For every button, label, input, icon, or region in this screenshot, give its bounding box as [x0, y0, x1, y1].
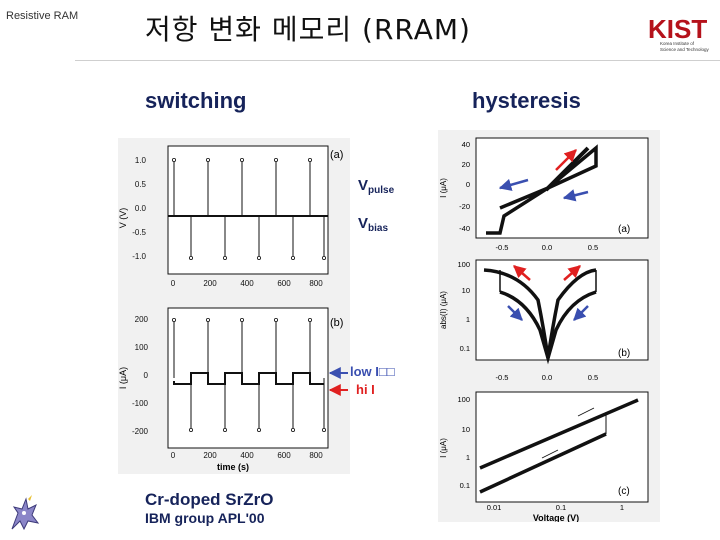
- panel-b-ytick: -200: [132, 427, 149, 436]
- logo-sub-2: Science and Technology: [660, 47, 709, 52]
- panel-a-ytick: 1.0: [135, 156, 147, 165]
- switching-figure: V (V) 1.0 0.5 0.0 -0.5 -1.0 0 200 400 60…: [118, 138, 395, 474]
- hyst-a-label: (a): [618, 224, 630, 235]
- vpulse-spikes: [173, 160, 325, 258]
- panel-b-ytick: -100: [132, 399, 149, 408]
- hyst-a-ytick: -20: [459, 202, 470, 211]
- header-divider: [75, 60, 720, 61]
- header-tag: Resistive RAM: [6, 10, 79, 22]
- hyst-c-frame: [475, 391, 649, 503]
- hyst-b-curve-lower: [499, 290, 597, 365]
- panel-b-ytick: 100: [135, 343, 149, 352]
- hyst-a-curve: [486, 144, 598, 235]
- panel-a-ytick: 0.0: [135, 204, 147, 213]
- hyst-a-xtick: 0.0: [542, 243, 552, 252]
- switching-panel-b: I (μA) 200 100 0 -100 -200 0 200 400 600…: [118, 307, 395, 472]
- panel-a-ylabel: V (V): [118, 208, 128, 229]
- hyst-c-upper-line: [479, 398, 639, 470]
- hyst-c-lower-line: [479, 432, 607, 494]
- hyst-c-xtick: 0.01: [487, 503, 502, 512]
- hyst-c-xtick: 0.1: [556, 503, 566, 512]
- panel-a-xtick: 600: [277, 279, 291, 288]
- logo-sub-1: Korea Institute of: [660, 41, 695, 46]
- panel-a-xtick: 800: [309, 279, 323, 288]
- material-caption: Cr-doped SrZrO: [145, 490, 274, 509]
- hyst-c-ytick: 100: [457, 395, 470, 404]
- hysteresis-panel-b: abs(I) (μA) 100 10 1 0.1 -0.5 0.0 0.5 (b…: [439, 259, 649, 382]
- hyst-b-ylabel: abs(I) (μA): [439, 291, 448, 329]
- panel-b-xlabel: time (s): [217, 462, 249, 472]
- logo-text: KIST: [648, 14, 707, 44]
- hyst-b-ytick: 0.1: [460, 344, 470, 353]
- panel-a-ytick: -1.0: [132, 252, 146, 261]
- panel-a-ytick: -0.5: [132, 228, 146, 237]
- hyst-c-ytick: 0.1: [460, 481, 470, 490]
- hyst-a-xtick: 0.5: [588, 243, 598, 252]
- panel-a-xtick: 400: [240, 279, 254, 288]
- slide-title: 저항 변화 메모리 (RRAM): [145, 13, 471, 46]
- hyst-c-xtick: 1: [620, 503, 624, 512]
- hyst-b-ytick: 100: [457, 260, 470, 269]
- hyst-a-ytick: 0: [466, 180, 470, 189]
- switching-heading: switching: [145, 88, 247, 113]
- panel-b-xtick: 600: [277, 451, 291, 460]
- hyst-b-label: (b): [618, 348, 630, 359]
- panel-a-xtick: 0: [171, 279, 176, 288]
- panel-b-ylabel: I (μA): [118, 367, 128, 389]
- mascot-icon: [11, 495, 40, 531]
- panel-b-frame: [167, 307, 329, 449]
- current-trace: [173, 372, 324, 385]
- hyst-c-label: (c): [618, 486, 630, 497]
- hysteresis-heading: hysteresis: [472, 88, 581, 113]
- hyst-b-ytick: 10: [462, 286, 470, 295]
- hyst-c-ytick: 1: [466, 453, 470, 462]
- panel-b-xtick: 0: [171, 451, 176, 460]
- panel-b-xtick: 400: [240, 451, 254, 460]
- hysteresis-figure: I (μA) 40 20 0 -20 -40 -0.5 0.0 0.5 (a) …: [438, 130, 660, 522]
- hyst-b-ytick: 1: [466, 315, 470, 324]
- panel-a-xtick: 200: [203, 279, 217, 288]
- source-caption: IBM group APL'00: [145, 510, 265, 526]
- panel-b-xtick: 800: [309, 451, 323, 460]
- hysteresis-panel-c: I (μA) 100 10 1 0.1 0.01 0.1 1 Voltage (…: [439, 391, 649, 522]
- hyst-c-xlabel: Voltage (V): [533, 513, 579, 522]
- hyst-b-xtick: 0.5: [588, 373, 598, 382]
- low-label: low I□□: [350, 364, 395, 379]
- panel-b-ytick: 200: [135, 315, 149, 324]
- hyst-a-xtick: -0.5: [496, 243, 509, 252]
- hyst-a-ytick: 20: [462, 160, 470, 169]
- hyst-a-ylabel: I (μA): [439, 178, 448, 198]
- panel-b-ytick: 0: [144, 371, 149, 380]
- panel-b-xtick: 200: [203, 451, 217, 460]
- hyst-c-ytick: 10: [462, 425, 470, 434]
- hyst-c-ylabel: I (μA): [439, 438, 448, 458]
- switching-panel-a: V (V) 1.0 0.5 0.0 -0.5 -1.0 0 200 400 60…: [118, 145, 395, 288]
- hyst-b-frame: [475, 259, 649, 361]
- panel-b-label: (b): [330, 317, 343, 329]
- hysteresis-panel-a: I (μA) 40 20 0 -20 -40 -0.5 0.0 0.5 (a): [439, 137, 649, 252]
- hyst-a-ytick: 40: [462, 140, 470, 149]
- panel-a-frame: [167, 145, 329, 275]
- panel-a-label: (a): [330, 149, 343, 161]
- hyst-b-xtick: -0.5: [496, 373, 509, 382]
- hi-label: hi I: [356, 382, 375, 397]
- kist-logo: KIST Korea Institute of Science and Tech…: [648, 14, 709, 52]
- hyst-b-xtick: 0.0: [542, 373, 552, 382]
- hyst-a-ytick: -40: [459, 224, 470, 233]
- vpulse-label: Vpulse: [358, 177, 395, 196]
- panel-a-ytick: 0.5: [135, 180, 147, 189]
- vbias-label: Vbias: [358, 215, 388, 234]
